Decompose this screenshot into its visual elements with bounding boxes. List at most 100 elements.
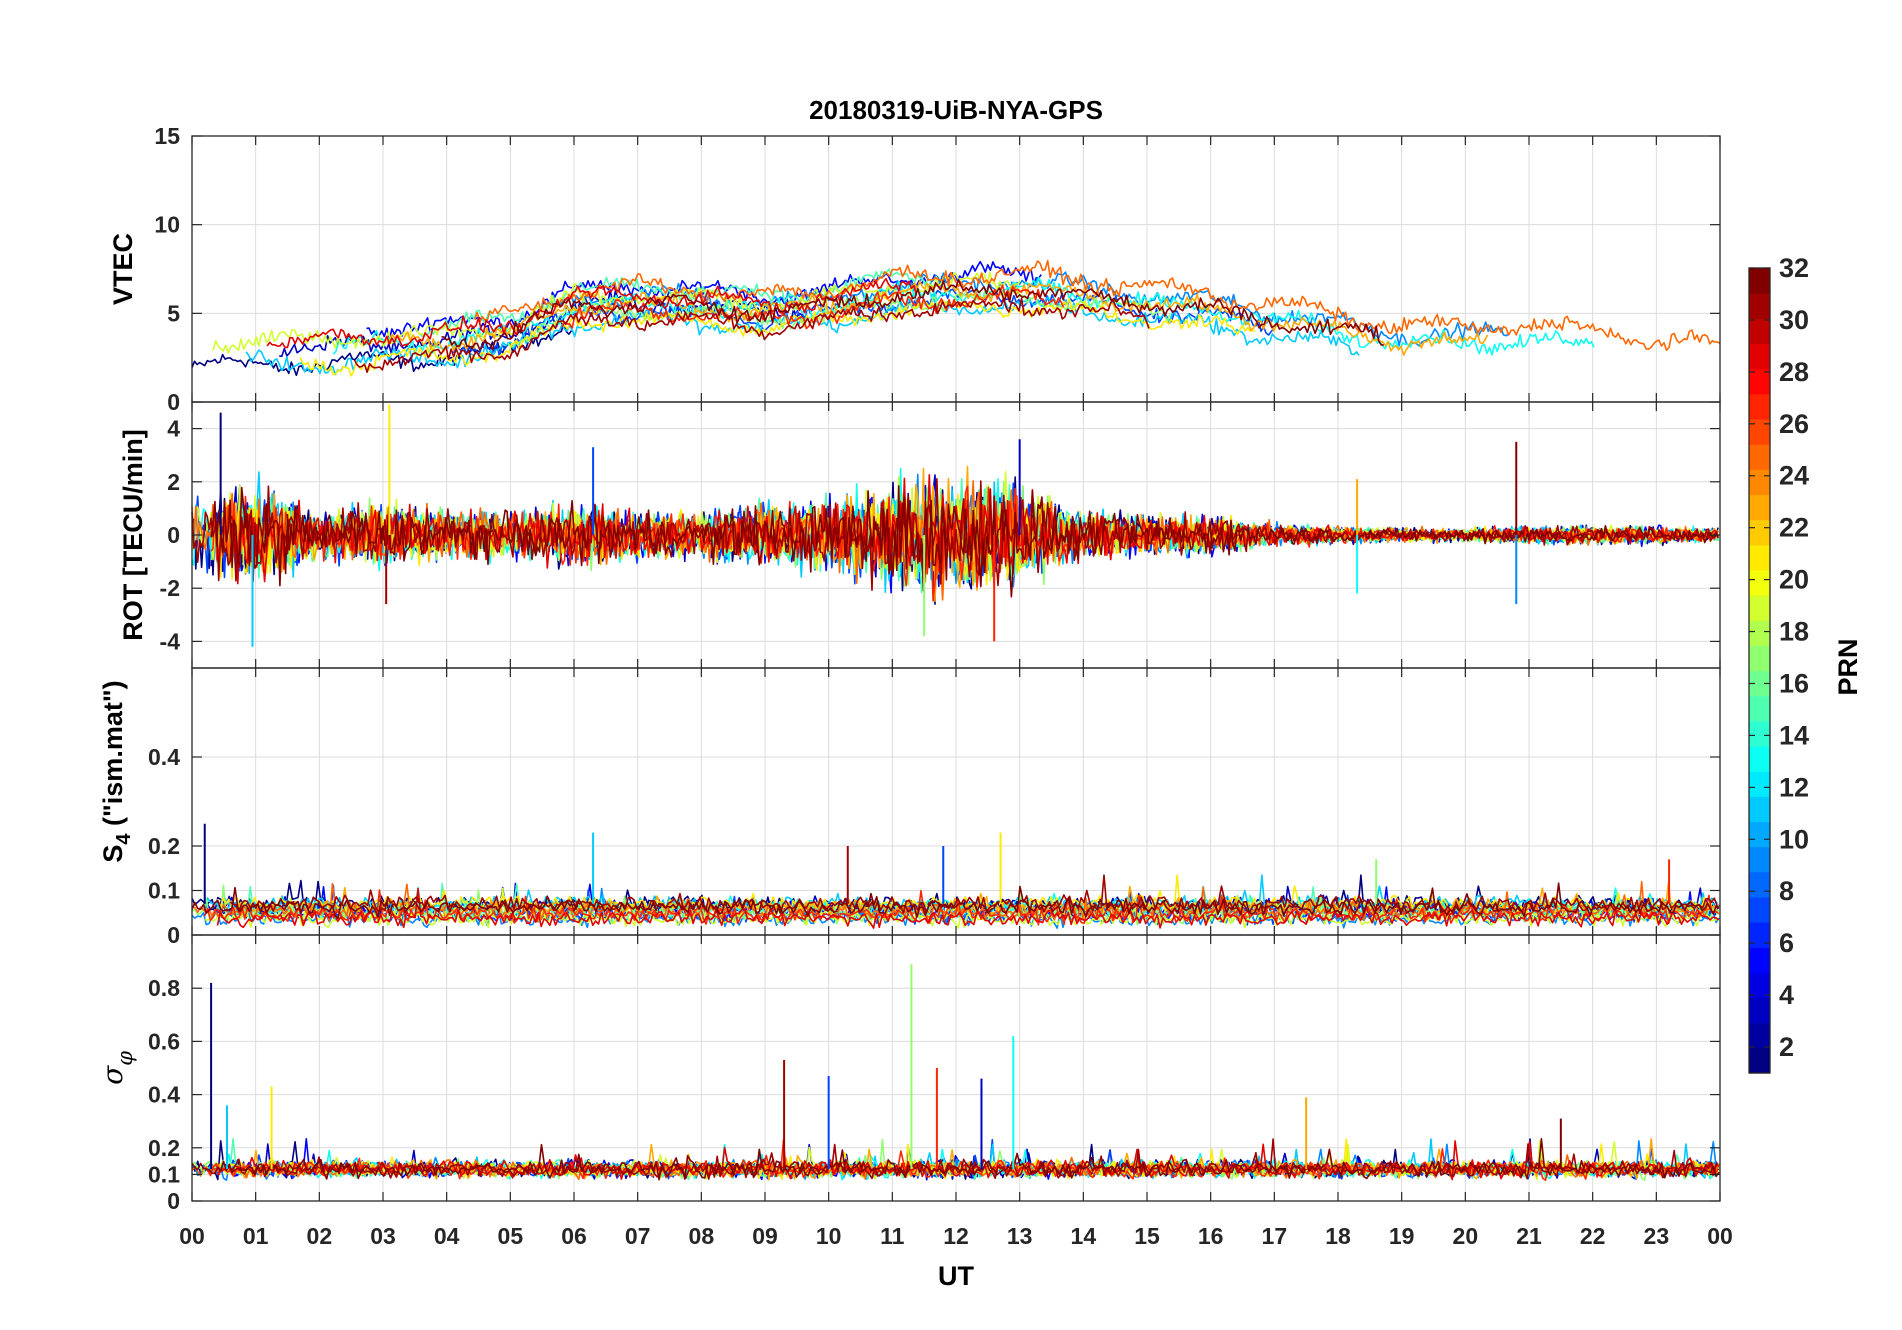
colorbar-segment [1749,896,1770,923]
x-tick-label: 22 [1580,1223,1606,1249]
y-tick-label: 10 [154,212,180,238]
y-tick-label: 0.1 [148,1161,180,1187]
x-tick-label: 17 [1262,1223,1288,1249]
colorbar-segment [1749,1022,1770,1049]
colorbar-tick-label: 24 [1779,461,1809,491]
colorbar-tick-label: 14 [1779,720,1809,750]
colorbar-segment [1749,745,1770,772]
x-tick-label: 06 [561,1223,587,1249]
colorbar-tick-label: 20 [1779,565,1809,595]
y-axis-label: ROT [TECU/min] [118,429,148,640]
colorbar-segment [1749,368,1770,395]
series-line-prn-25 [191,1154,1720,1181]
colorbar-segment [1749,997,1770,1024]
colorbar-tick-label: 32 [1779,253,1809,283]
x-tick-label: 15 [1134,1223,1160,1249]
colorbar-segment [1749,469,1770,496]
series-line-prn-31 [191,478,1719,592]
x-tick-label: 04 [434,1223,460,1249]
panel-vtec: 0 5 10 15 VTEC [108,123,1721,415]
y-tick-label: 0.2 [148,833,180,859]
colorbar-segment [1749,444,1770,470]
x-axis: 00 01 02 03 04 05 06 07 08 09 10 11 12 13 14 15 16 17 18 19… [179,1223,1733,1249]
colorbar-segment [1749,720,1770,747]
x-tick-label: 16 [1198,1223,1224,1249]
colorbar-label: PRN [1833,638,1863,695]
colorbar-tick-label: 12 [1779,772,1809,802]
colorbar-segment [1749,293,1770,319]
series-line-prn-31 [353,297,1150,373]
x-tick-label: 03 [370,1223,396,1249]
x-tick-label: 20 [1453,1223,1479,1249]
colorbar-segment [1749,494,1770,521]
series-line-prn-29 [266,277,918,349]
colorbar-segment [1749,846,1770,873]
y-tick-label: -4 [160,628,181,654]
y-tick-label: 0 [167,389,180,415]
colorbar-segment [1749,1047,1770,1074]
y-tick-label: 0 [167,522,180,548]
colorbar-segment [1749,922,1770,948]
colorbar-tick-label: 18 [1779,617,1809,647]
x-tick-label: 02 [307,1223,333,1249]
colorbar-segment [1749,569,1770,596]
y-tick-label: 2 [167,469,180,495]
y-tick-label: 5 [167,300,180,326]
x-tick-label: 14 [1071,1223,1097,1249]
colorbar-frame [1748,267,1771,1074]
x-tick-label: 10 [816,1223,842,1249]
x-tick-label: 08 [689,1223,715,1249]
y-axis-label-subscript: φ [113,1051,137,1066]
y-tick-label: 4 [167,416,180,442]
y-tick-label: 0.8 [148,975,180,1001]
colorbar-segment [1749,821,1770,848]
colorbar-segment [1749,418,1770,445]
colorbar-segment [1749,796,1770,823]
colorbar-segment [1749,972,1770,999]
series-group [191,823,1720,929]
series-group [191,259,1721,377]
colorbar-segment [1749,318,1770,345]
colorbar-segment [1749,871,1770,898]
colorbar-segment [1749,595,1770,621]
colorbar-segment [1749,544,1770,571]
colorbar-segment [1749,695,1770,722]
series-line-prn-32 [191,882,1720,919]
y-tick-label: 0 [167,922,180,948]
series-group [191,964,1720,1181]
y-tick-label: 0.1 [148,878,180,904]
series-line-prn-32 [191,1138,1720,1181]
y-tick-label: 0 [167,1188,180,1214]
colorbar-tick-label: 2 [1779,1032,1794,1062]
colorbar-segment [1749,519,1770,546]
colorbar-tick-label: 22 [1779,513,1809,543]
panel-s4: 00.10.20.4S4 ("ism.mat") [98,667,1721,948]
chart-title: 20180319-UiB-NYA-GPS [809,95,1103,125]
x-tick-label: 09 [752,1223,778,1249]
x-tick-label: 07 [625,1223,651,1249]
series-line-prn-25 [473,259,1721,351]
colorbar-tick-label: 8 [1779,876,1794,906]
x-axis-label: UT [938,1261,974,1291]
series-line-prn-27 [204,1138,1719,1181]
x-tick-label: 00 [1707,1223,1733,1249]
x-tick-label: 23 [1644,1223,1670,1249]
colorbar-tick-label: 16 [1779,668,1809,698]
series-line-prn-31 [230,1138,1718,1180]
x-tick-label: 21 [1516,1223,1542,1249]
series-group [191,404,1719,647]
series-line-prn-32 [441,278,1384,351]
y-tick-label: 0.2 [148,1135,180,1161]
series-line-prn-27 [561,284,1065,330]
y-tick-label: 0.4 [148,1082,180,1108]
x-tick-label: 11 [880,1223,905,1249]
y-tick-label: -2 [160,575,180,601]
colorbar-segment [1749,947,1770,973]
colorbar-segment [1749,620,1770,646]
colorbar-tick-label: 6 [1779,928,1794,958]
colorbar-tick-label: 30 [1779,305,1809,335]
colorbar-segment [1749,343,1770,370]
colorbar-segment [1749,393,1770,420]
